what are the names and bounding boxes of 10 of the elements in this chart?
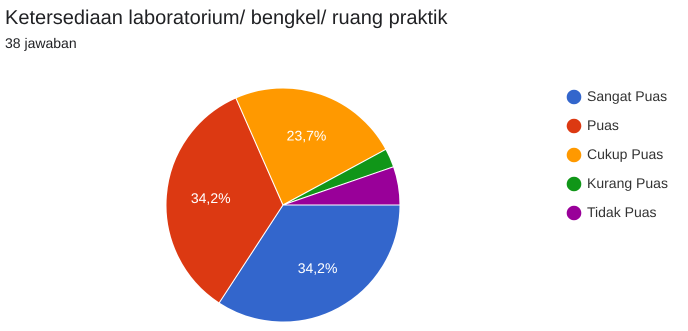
legend-label: Puas [587, 117, 619, 133]
legend-label: Tidak Puas [587, 204, 657, 220]
data-label: 34,2% [190, 190, 231, 206]
text: 38 jawaban [5, 35, 77, 51]
data-label: 34,2% [298, 260, 338, 276]
legend-label: Kurang Puas [587, 175, 668, 191]
legend-label: Sangat Puas [587, 88, 668, 104]
data-label: 23,7% [286, 127, 326, 144]
legend-label: Cukup Puas [587, 146, 664, 162]
chart-title: Ketersediaan laboratorium/ bengkel/ ruang praktik [5, 7, 448, 29]
